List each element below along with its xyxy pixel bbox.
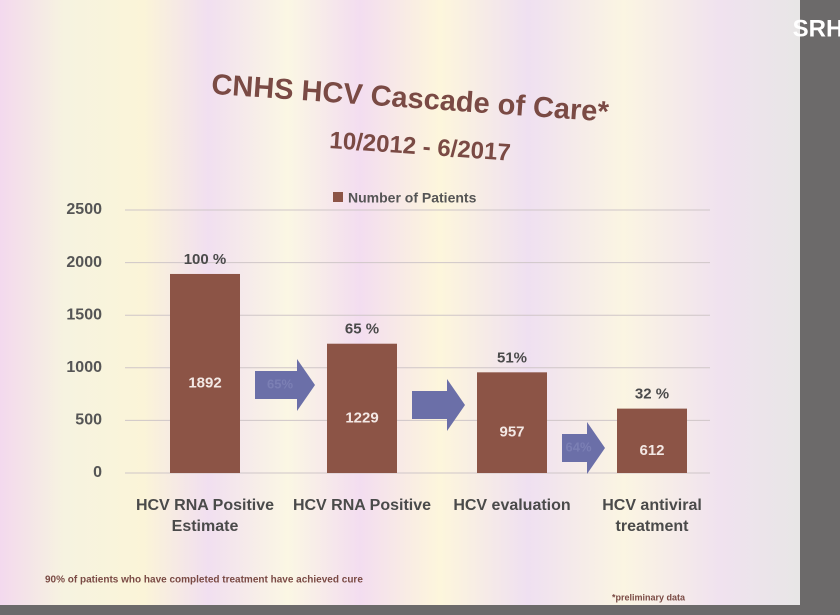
- x-tick-label: HCV RNA Positive: [287, 495, 437, 516]
- x-tick-label: HCV RNA Positive Estimate: [130, 495, 280, 537]
- legend-label: Number of Patients: [348, 190, 477, 206]
- note: *preliminary data: [612, 592, 686, 602]
- percent-label: 65 %: [345, 321, 379, 338]
- y-tick-label: 1000: [66, 359, 102, 376]
- y-tick-label: 500: [75, 412, 102, 429]
- arrow-label: 65%: [267, 376, 293, 391]
- value-label: 1892: [188, 374, 221, 391]
- x-tick-label: HCV evaluation: [437, 495, 587, 516]
- y-tick-label: 1500: [66, 306, 102, 323]
- legend-swatch: [333, 192, 343, 202]
- y-tick-label: 0: [93, 464, 102, 481]
- footnote: 90% of patients who have completed treat…: [45, 575, 363, 586]
- logo: SRH: [793, 15, 840, 42]
- page: SRH CNHS HCV Cascade of Care* 10/2012 - …: [0, 0, 840, 615]
- value-label: 957: [499, 424, 524, 441]
- arrow-label: 64%: [565, 439, 591, 454]
- value-label: 1229: [345, 409, 378, 426]
- x-tick-label: HCV antiviral treatment: [577, 495, 727, 537]
- percent-label: 51%: [497, 349, 527, 366]
- y-tick-label: 2500: [66, 201, 102, 218]
- percent-label: 32 %: [635, 386, 669, 403]
- percent-label: 100 %: [184, 251, 227, 268]
- y-tick-label: 2000: [66, 254, 102, 271]
- value-label: 612: [639, 442, 664, 459]
